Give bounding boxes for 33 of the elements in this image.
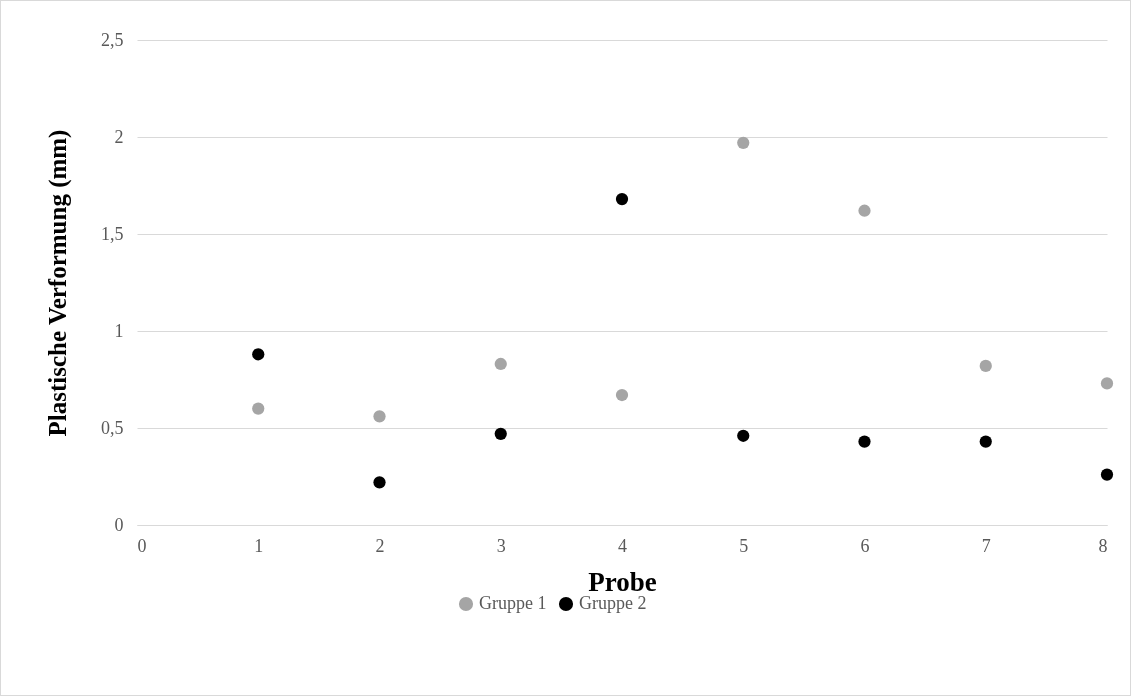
point: [373, 410, 386, 423]
x-tick-label: 8: [1098, 535, 1108, 556]
point: [979, 359, 992, 373]
x-tick-label: 3: [496, 535, 506, 556]
point: [1100, 468, 1114, 481]
point: [979, 435, 992, 448]
x-tick-label: 7: [981, 535, 991, 556]
x-tick-label: 2: [375, 535, 385, 556]
x-tick-label: 0: [137, 535, 147, 556]
x-tick-label: 5: [739, 535, 749, 556]
x-tick-label: 1: [254, 535, 264, 556]
point: [737, 429, 750, 442]
point: [615, 192, 629, 206]
point: [494, 427, 507, 440]
point: [252, 348, 265, 361]
y-tick-label: 0,5: [101, 417, 124, 438]
legend-label: Gruppe 1: [479, 593, 547, 613]
point: [494, 357, 507, 371]
point: [1100, 377, 1114, 390]
y-tick-label: 0: [114, 514, 124, 535]
point: [858, 204, 871, 217]
y-tick-label: 1,5: [101, 223, 124, 244]
x-tick-label: 6: [860, 535, 870, 556]
y-tick-label: 1: [114, 320, 124, 341]
point: [737, 136, 750, 149]
y-axis-title: Plastische Verformung (mm): [44, 129, 72, 437]
point: [615, 388, 629, 402]
point: [373, 476, 386, 489]
x-tick-label: 4: [618, 535, 627, 556]
point: [858, 435, 871, 448]
point: [252, 402, 265, 415]
y-tick-label: 2: [114, 126, 124, 147]
y-tick-label: 2,5: [101, 29, 124, 50]
